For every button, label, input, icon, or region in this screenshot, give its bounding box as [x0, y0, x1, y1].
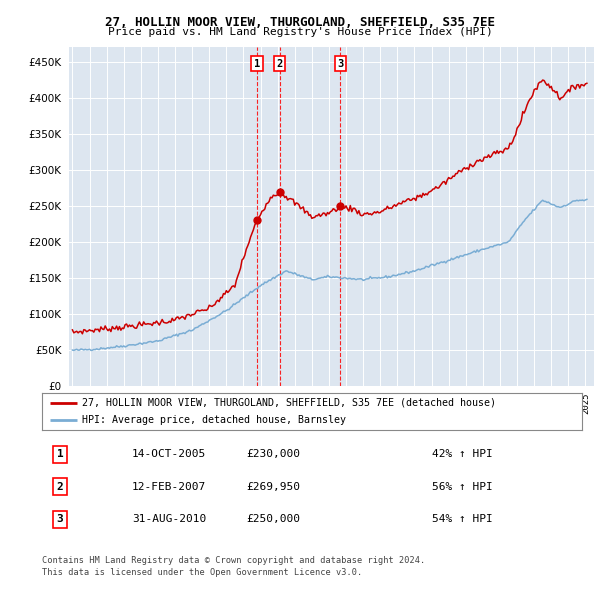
- Text: £269,950: £269,950: [246, 482, 300, 491]
- Text: 54% ↑ HPI: 54% ↑ HPI: [432, 514, 493, 524]
- Text: 1: 1: [56, 450, 64, 459]
- Text: £250,000: £250,000: [246, 514, 300, 524]
- Text: 42% ↑ HPI: 42% ↑ HPI: [432, 450, 493, 459]
- Text: 56% ↑ HPI: 56% ↑ HPI: [432, 482, 493, 491]
- Text: Price paid vs. HM Land Registry's House Price Index (HPI): Price paid vs. HM Land Registry's House …: [107, 27, 493, 37]
- Text: 14-OCT-2005: 14-OCT-2005: [132, 450, 206, 459]
- Text: 31-AUG-2010: 31-AUG-2010: [132, 514, 206, 524]
- Text: 2: 2: [277, 59, 283, 69]
- Text: Contains HM Land Registry data © Crown copyright and database right 2024.: Contains HM Land Registry data © Crown c…: [42, 556, 425, 565]
- Text: 27, HOLLIN MOOR VIEW, THURGOLAND, SHEFFIELD, S35 7EE (detached house): 27, HOLLIN MOOR VIEW, THURGOLAND, SHEFFI…: [83, 398, 497, 408]
- Text: 3: 3: [337, 59, 344, 69]
- Text: This data is licensed under the Open Government Licence v3.0.: This data is licensed under the Open Gov…: [42, 568, 362, 576]
- Text: 3: 3: [56, 514, 64, 524]
- Text: 1: 1: [254, 59, 260, 69]
- Text: 12-FEB-2007: 12-FEB-2007: [132, 482, 206, 491]
- Text: HPI: Average price, detached house, Barnsley: HPI: Average price, detached house, Barn…: [83, 415, 347, 425]
- Text: 2: 2: [56, 482, 64, 491]
- Text: £230,000: £230,000: [246, 450, 300, 459]
- Text: 27, HOLLIN MOOR VIEW, THURGOLAND, SHEFFIELD, S35 7EE: 27, HOLLIN MOOR VIEW, THURGOLAND, SHEFFI…: [105, 16, 495, 29]
